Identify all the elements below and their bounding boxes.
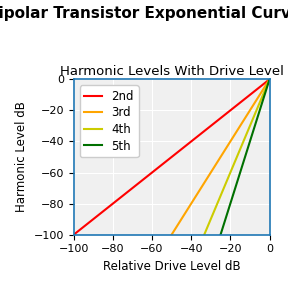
3rd — [246, 112, 250, 115]
Line: 4th: 4th — [204, 79, 270, 235]
3rd — [237, 126, 240, 130]
4th — [234, 159, 237, 162]
3rd — [170, 233, 173, 236]
Y-axis label: Harmonic Level dB: Harmonic Level dB — [15, 102, 28, 213]
Legend: 2nd, 3rd, 4th, 5th: 2nd, 3rd, 4th, 5th — [79, 85, 139, 157]
3rd — [209, 170, 213, 174]
4th — [259, 99, 262, 102]
2nd — [82, 225, 85, 228]
Line: 5th: 5th — [221, 79, 270, 234]
5th — [242, 158, 246, 162]
5th — [242, 159, 246, 162]
4th — [202, 233, 206, 236]
2nd — [262, 82, 266, 86]
4th — [238, 148, 242, 152]
Text: Bipolar Transistor Exponential Curve: Bipolar Transistor Exponential Curve — [0, 6, 288, 21]
Line: 2nd: 2nd — [74, 79, 270, 235]
2nd — [162, 162, 165, 165]
3rd — [268, 77, 271, 81]
5th — [219, 233, 222, 236]
3rd — [213, 164, 217, 168]
5th — [268, 77, 271, 81]
2nd — [262, 82, 266, 86]
Line: 3rd: 3rd — [172, 79, 270, 235]
3rd — [248, 109, 251, 112]
2nd — [167, 158, 170, 161]
5th — [267, 81, 270, 85]
5th — [259, 106, 262, 109]
4th — [246, 129, 250, 132]
2nd — [72, 233, 75, 236]
4th — [268, 77, 271, 81]
4th — [244, 133, 248, 137]
X-axis label: Relative Drive Level dB: Relative Drive Level dB — [103, 260, 240, 273]
5th — [245, 149, 249, 152]
Title: Harmonic Levels With Drive Level: Harmonic Levels With Drive Level — [60, 65, 283, 78]
2nd — [268, 77, 271, 81]
4th — [213, 208, 216, 212]
5th — [248, 141, 251, 144]
2nd — [226, 111, 230, 114]
3rd — [180, 217, 183, 221]
